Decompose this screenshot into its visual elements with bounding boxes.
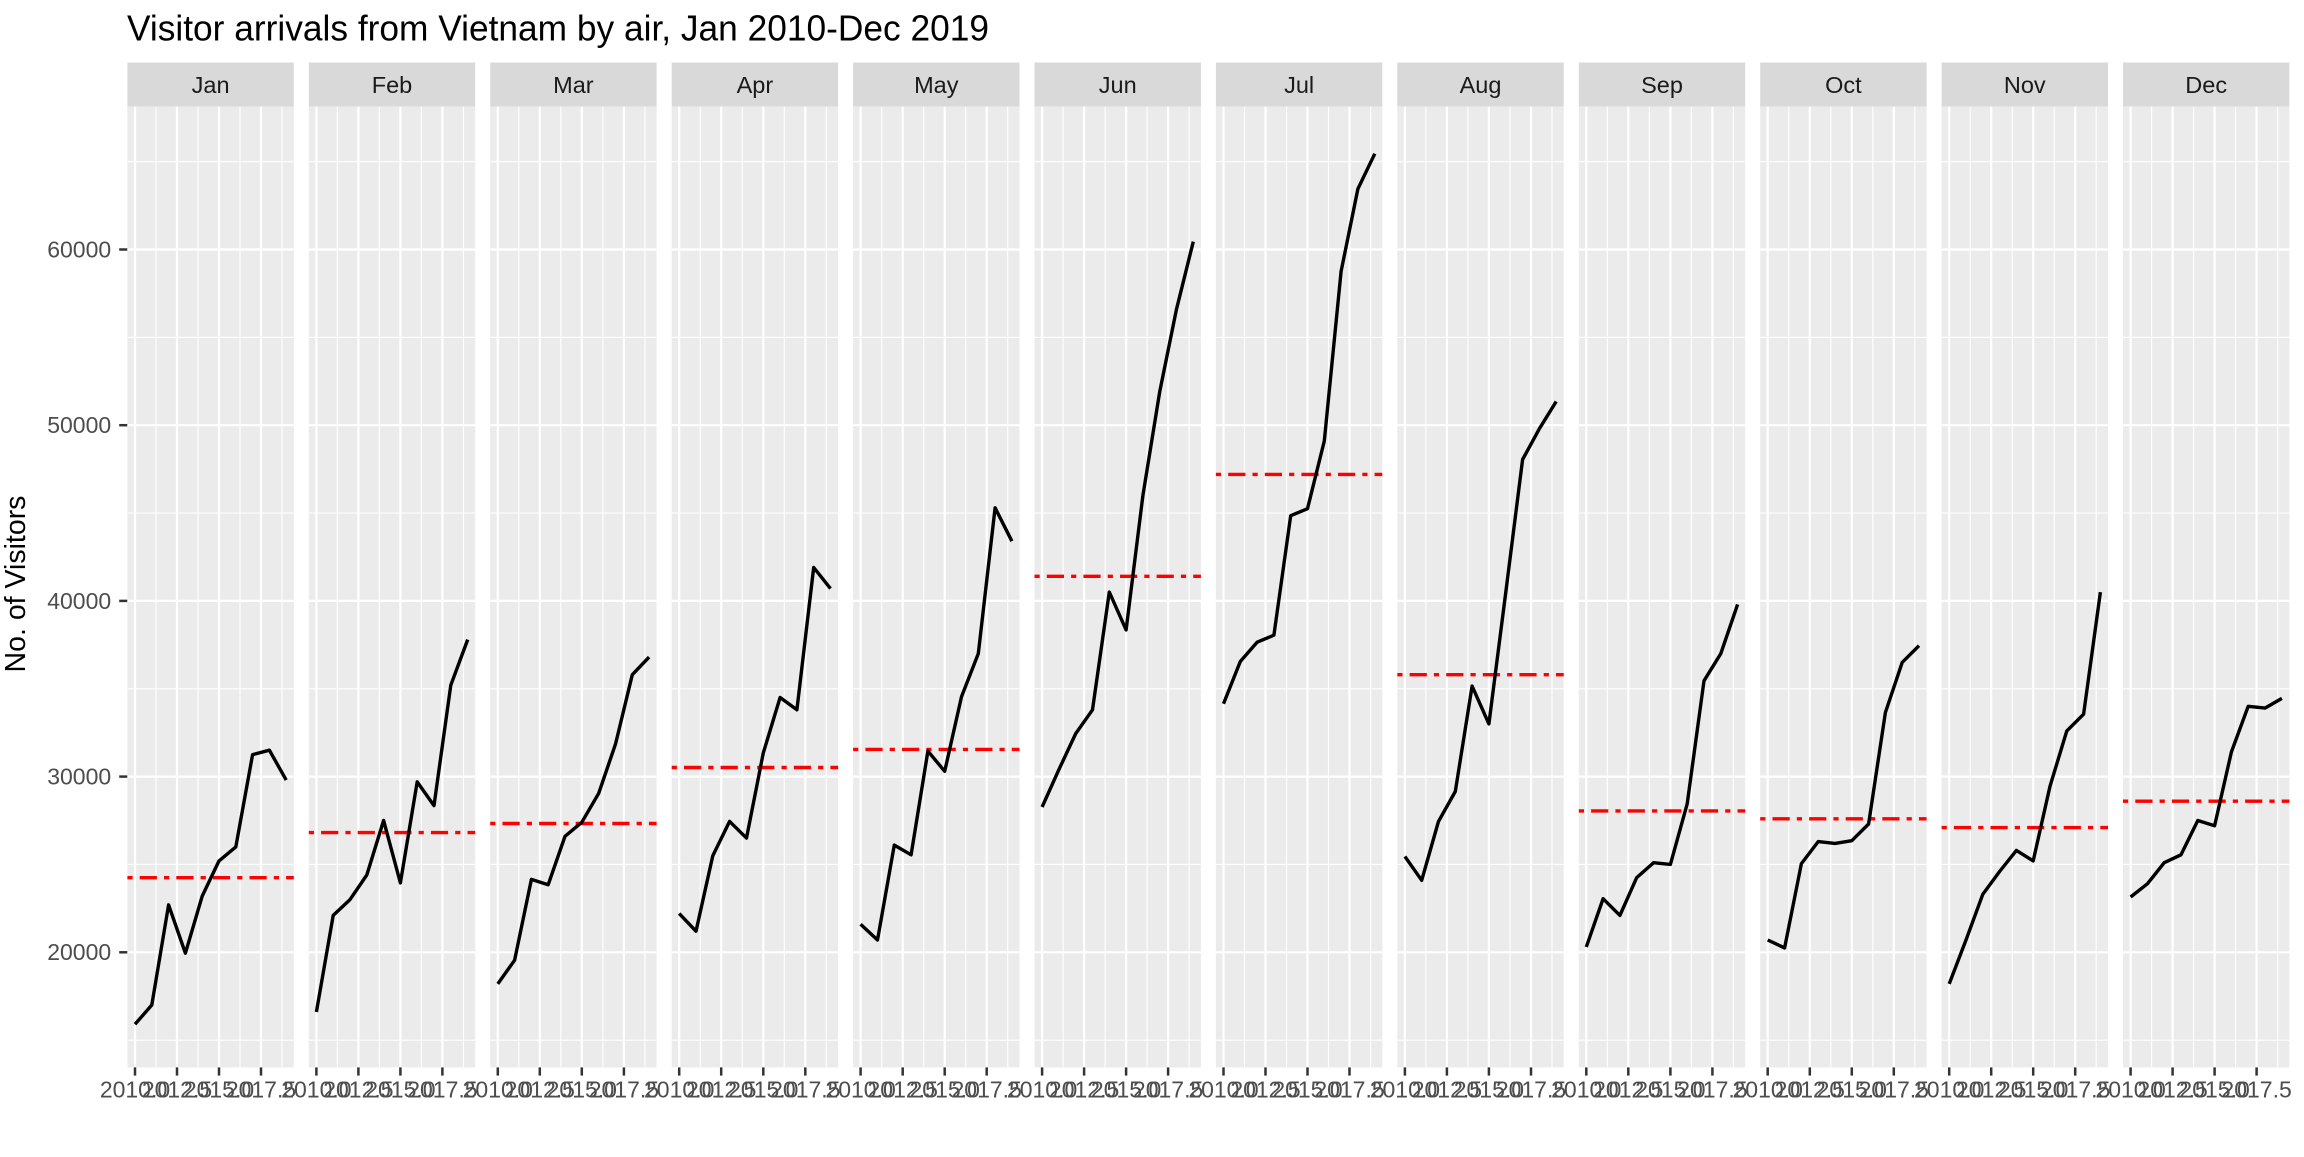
svg-text:2010.0: 2010.0	[1370, 1077, 1440, 1103]
svg-text:2017.5: 2017.5	[1133, 1077, 1203, 1103]
svg-text:2010.0: 2010.0	[1733, 1077, 1803, 1103]
svg-text:Aug: Aug	[1460, 72, 1502, 98]
svg-text:2010.0: 2010.0	[825, 1077, 895, 1103]
svg-text:2017.5: 2017.5	[2040, 1077, 2110, 1103]
svg-text:60000: 60000	[47, 236, 111, 262]
svg-text:2017.5: 2017.5	[226, 1077, 296, 1103]
svg-text:2012.5: 2012.5	[1775, 1077, 1845, 1103]
svg-text:30000: 30000	[47, 764, 111, 790]
svg-text:Dec: Dec	[2185, 72, 2227, 98]
svg-text:2010.0: 2010.0	[2095, 1077, 2165, 1103]
svg-text:Oct: Oct	[1825, 72, 1862, 98]
svg-text:Mar: Mar	[553, 72, 594, 98]
svg-text:2012.5: 2012.5	[505, 1077, 575, 1103]
svg-text:2012.5: 2012.5	[1593, 1077, 1663, 1103]
svg-text:2017.5: 2017.5	[589, 1077, 659, 1103]
svg-text:2012.5: 2012.5	[2137, 1077, 2207, 1103]
svg-text:Visitor arrivals from Vietnam: Visitor arrivals from Vietnam by air, Ja…	[127, 8, 989, 48]
svg-text:2015.0: 2015.0	[2179, 1077, 2249, 1103]
svg-text:2015.0: 2015.0	[1272, 1077, 1342, 1103]
svg-text:2015.0: 2015.0	[728, 1077, 798, 1103]
svg-text:2017.5: 2017.5	[2221, 1077, 2291, 1103]
svg-text:Jan: Jan	[192, 72, 230, 98]
svg-text:2015.0: 2015.0	[184, 1077, 254, 1103]
svg-text:2015.0: 2015.0	[1091, 1077, 1161, 1103]
svg-text:2012.5: 2012.5	[1956, 1077, 2026, 1103]
svg-text:Feb: Feb	[372, 72, 413, 98]
svg-text:2017.5: 2017.5	[1859, 1077, 1929, 1103]
svg-text:2015.0: 2015.0	[547, 1077, 617, 1103]
svg-text:2010.0: 2010.0	[1914, 1077, 1984, 1103]
svg-text:Jun: Jun	[1099, 72, 1137, 98]
svg-text:Sep: Sep	[1641, 72, 1683, 98]
svg-text:2012.5: 2012.5	[686, 1077, 756, 1103]
svg-text:2015.0: 2015.0	[1454, 1077, 1524, 1103]
svg-text:2017.5: 2017.5	[1496, 1077, 1566, 1103]
svg-text:2010.0: 2010.0	[1188, 1077, 1258, 1103]
svg-text:2017.5: 2017.5	[1314, 1077, 1384, 1103]
svg-text:2012.5: 2012.5	[868, 1077, 938, 1103]
svg-text:2015.0: 2015.0	[1998, 1077, 2068, 1103]
svg-text:Apr: Apr	[737, 72, 774, 98]
svg-text:2010.0: 2010.0	[100, 1077, 170, 1103]
svg-text:50000: 50000	[47, 412, 111, 438]
svg-text:2015.0: 2015.0	[365, 1077, 435, 1103]
svg-text:2012.5: 2012.5	[142, 1077, 212, 1103]
svg-text:20000: 20000	[47, 939, 111, 965]
svg-text:2015.0: 2015.0	[1635, 1077, 1705, 1103]
svg-text:Jul: Jul	[1284, 72, 1314, 98]
svg-text:2012.5: 2012.5	[1412, 1077, 1482, 1103]
svg-text:2015.0: 2015.0	[1817, 1077, 1887, 1103]
svg-text:2010.0: 2010.0	[1007, 1077, 1077, 1103]
svg-text:2017.5: 2017.5	[770, 1077, 840, 1103]
svg-text:2017.5: 2017.5	[1677, 1077, 1747, 1103]
svg-text:2015.0: 2015.0	[910, 1077, 980, 1103]
svg-text:2012.5: 2012.5	[323, 1077, 393, 1103]
svg-text:Nov: Nov	[2004, 72, 2046, 98]
svg-text:2012.5: 2012.5	[1230, 1077, 1300, 1103]
svg-text:40000: 40000	[47, 588, 111, 614]
svg-text:2017.5: 2017.5	[407, 1077, 477, 1103]
svg-text:2017.5: 2017.5	[952, 1077, 1022, 1103]
svg-text:May: May	[914, 72, 959, 98]
svg-text:No. of Visitors: No. of Visitors	[0, 496, 32, 673]
svg-text:2010.0: 2010.0	[1551, 1077, 1621, 1103]
svg-text:2012.5: 2012.5	[1049, 1077, 1119, 1103]
svg-text:2010.0: 2010.0	[463, 1077, 533, 1103]
svg-text:2010.0: 2010.0	[644, 1077, 714, 1103]
svg-text:2010.0: 2010.0	[281, 1077, 351, 1103]
